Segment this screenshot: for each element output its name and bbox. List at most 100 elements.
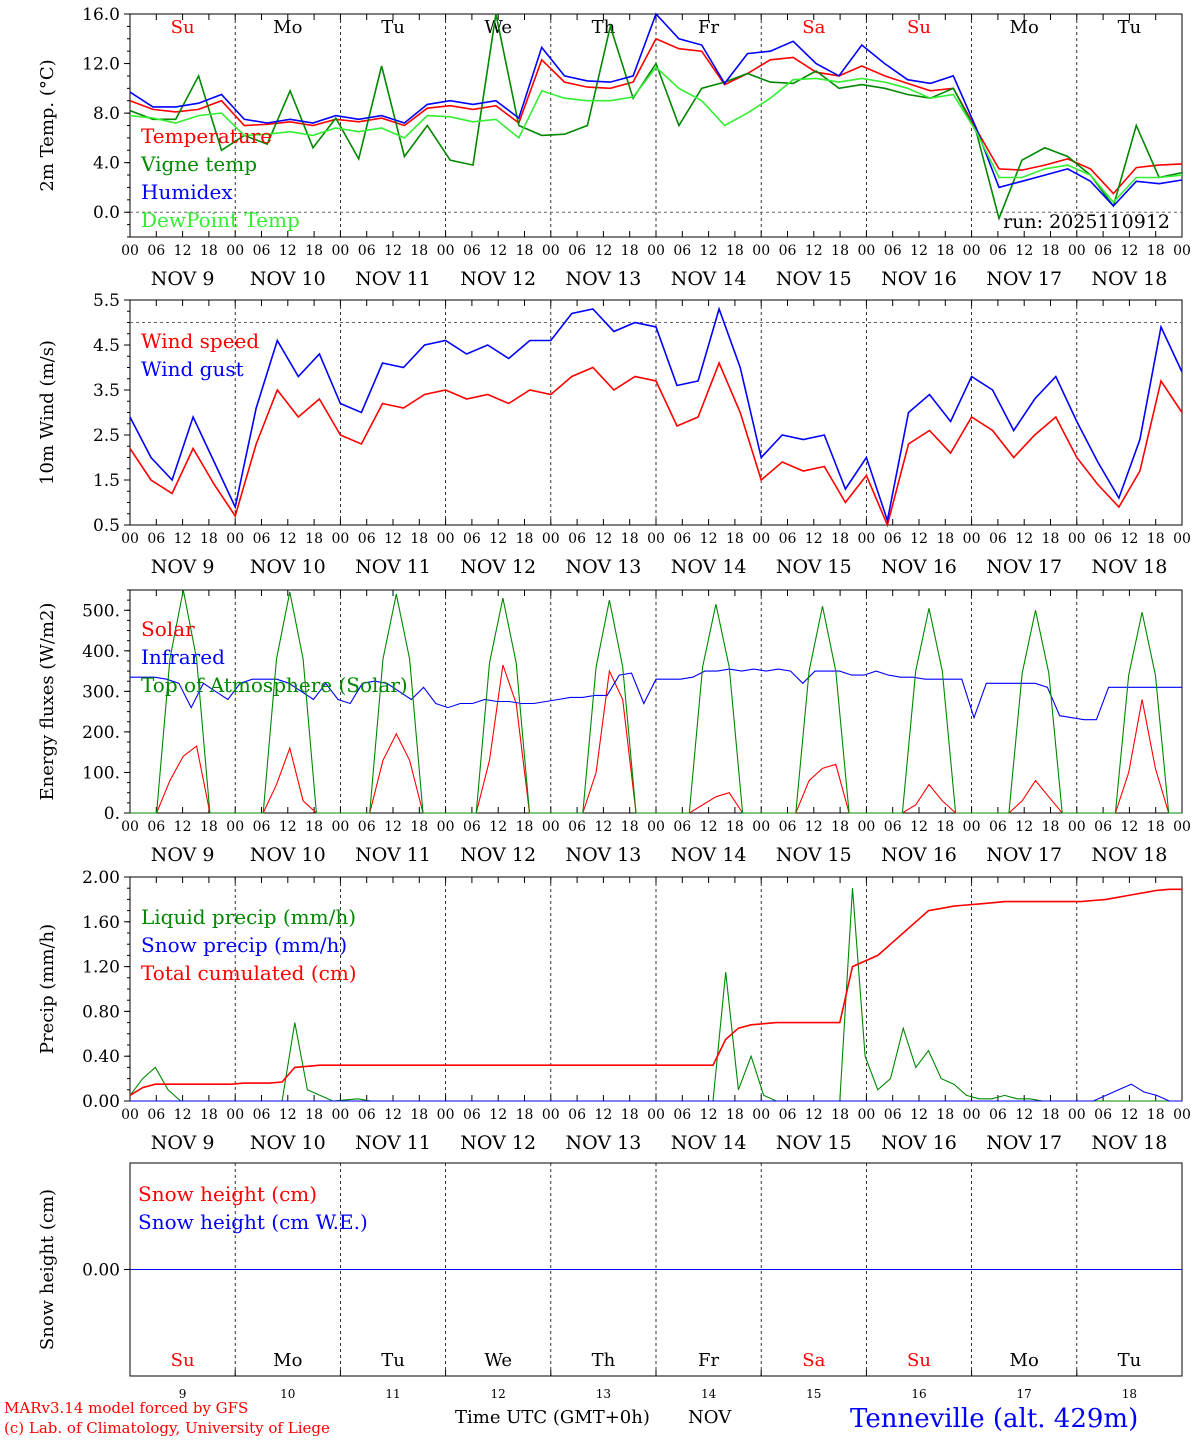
- hour-tick-label: 12: [910, 819, 928, 835]
- date-label: NOV 10: [250, 844, 326, 866]
- legend-entry: Liquid precip (mm/h): [141, 905, 356, 929]
- plot-frame: [129, 13, 1183, 238]
- hour-tick-label: 12: [174, 1107, 192, 1123]
- hour-tick-label: 12: [279, 1107, 297, 1123]
- date-label: NOV 13: [565, 556, 641, 578]
- time-axis-label: Time UTC (GMT+0h): [455, 1407, 650, 1428]
- hour-tick-label: 18: [726, 243, 744, 259]
- hour-tick-label: 18: [200, 1107, 218, 1123]
- hour-tick-label: 00: [752, 1107, 770, 1123]
- date-label: NOV 10: [250, 268, 326, 290]
- hour-tick-label: 00: [121, 243, 139, 259]
- day-number: 13: [596, 1387, 611, 1401]
- y-tick-label: 12.0: [82, 55, 120, 75]
- hour-tick-label: 06: [568, 819, 586, 835]
- hour-tick-label: 12: [489, 243, 507, 259]
- day-number: 18: [1122, 1387, 1137, 1401]
- hour-tick-label: 06: [884, 1107, 902, 1123]
- hour-tick-label: 00: [226, 243, 244, 259]
- hour-tick-label: 00: [542, 819, 560, 835]
- legend-entry: Temperature: [141, 124, 272, 148]
- date-label: NOV 15: [776, 556, 852, 578]
- y-tick-label: 2.5: [93, 426, 120, 446]
- day-name: Su: [171, 1350, 195, 1371]
- plot-frame: [129, 589, 1183, 814]
- panel-3: 0. 100. 200. 300. 400. 500. Energy fluxes (W/m…: [37, 589, 1191, 866]
- y-axis-label: 2m Temp. (°C): [37, 59, 58, 191]
- y-tick-label: 100.: [82, 763, 120, 783]
- date-label: NOV 18: [1091, 1132, 1167, 1154]
- y-tick-label: 5.5: [93, 291, 120, 311]
- y-axis-label: Snow height (cm): [37, 1189, 58, 1350]
- hour-tick-label: 00: [226, 531, 244, 547]
- hour-tick-label: 12: [910, 531, 928, 547]
- hour-tick-label: 12: [384, 1107, 402, 1123]
- panel-1: 0.0 4.0 8.0 12.0 16.0 2m Temp. (°C) 00 06 12 18 00…: [37, 5, 1191, 290]
- hour-tick-label: 00: [647, 1107, 665, 1123]
- hour-tick-label: 06: [253, 531, 271, 547]
- series-line-total-cumulated-cm-: [129, 888, 1182, 1097]
- hour-tick-label: 18: [726, 819, 744, 835]
- legend-entry: Snow height (cm): [138, 1182, 317, 1206]
- y-tick-label: 3.5: [93, 381, 120, 401]
- hour-tick-label: 06: [989, 819, 1007, 835]
- hour-tick-label: 06: [358, 1107, 376, 1123]
- date-label: NOV 17: [986, 556, 1062, 578]
- date-label: NOV 9: [151, 844, 215, 866]
- hour-tick-label: 00: [1068, 243, 1086, 259]
- hour-tick-label: 12: [805, 531, 823, 547]
- legend-entry: Snow height (cm W.E.): [138, 1210, 368, 1234]
- hour-tick-label: 06: [779, 1107, 797, 1123]
- date-label: NOV 11: [355, 844, 431, 866]
- hour-tick-label: 12: [174, 243, 192, 259]
- date-label: NOV 9: [151, 1132, 215, 1154]
- hour-tick-label: 18: [1147, 531, 1165, 547]
- hour-tick-label: 00: [963, 243, 981, 259]
- hour-tick-label: 12: [910, 1107, 928, 1123]
- hour-tick-label: 18: [936, 819, 954, 835]
- date-label: NOV 9: [151, 268, 215, 290]
- y-tick-label: 0.: [104, 804, 120, 824]
- hour-tick-label: 00: [647, 531, 665, 547]
- hour-tick-label: 06: [358, 531, 376, 547]
- hour-tick-label: 18: [305, 243, 323, 259]
- date-label: NOV 14: [671, 1132, 747, 1154]
- hour-tick-label: 00: [857, 531, 875, 547]
- hour-tick-label: 06: [884, 243, 902, 259]
- date-label: NOV 13: [565, 844, 641, 866]
- hour-tick-label: 00: [963, 531, 981, 547]
- hour-tick-label: 06: [358, 243, 376, 259]
- hour-tick-label: 00: [437, 531, 455, 547]
- hour-tick-label: 00: [121, 819, 139, 835]
- y-tick-label: 4.0: [93, 154, 120, 174]
- date-label: NOV 14: [671, 556, 747, 578]
- hour-tick-label: 18: [1042, 1107, 1060, 1123]
- day-number: 9: [179, 1387, 187, 1401]
- hour-tick-label: 12: [489, 1107, 507, 1123]
- series-line-temperature: [129, 37, 1183, 195]
- hour-tick-label: 06: [253, 1107, 271, 1123]
- day-number: 12: [491, 1387, 506, 1401]
- date-label: NOV 13: [565, 268, 641, 290]
- hour-tick-label: 00: [1068, 819, 1086, 835]
- date-label: NOV 13: [565, 1132, 641, 1154]
- hour-tick-label: 06: [568, 1107, 586, 1123]
- day-number: 15: [806, 1387, 821, 1401]
- hour-tick-label: 12: [1015, 243, 1033, 259]
- hour-tick-label: 18: [936, 1107, 954, 1123]
- model-credit: MARv3.14 model forced by GFS: [4, 1399, 248, 1417]
- legend-entry: Solar: [141, 617, 195, 641]
- run-label: run: 2025110912: [1003, 211, 1170, 233]
- legend-entry: Humidex: [141, 180, 233, 204]
- y-tick-label: 200.: [82, 723, 120, 743]
- hour-tick-label: 18: [410, 531, 428, 547]
- panel-4: 0.00 0.40 0.80 1.20 1.60 2.00 Precip (mm/h) 00 0…: [37, 868, 1191, 1154]
- series-line-vigne-temp: [129, 13, 1183, 221]
- hour-tick-label: 12: [700, 1107, 718, 1123]
- day-number: 17: [1017, 1387, 1032, 1401]
- hour-tick-label: 18: [200, 819, 218, 835]
- hour-tick-label: 12: [700, 243, 718, 259]
- hour-tick-label: 06: [673, 1107, 691, 1123]
- hour-tick-label: 18: [1042, 819, 1060, 835]
